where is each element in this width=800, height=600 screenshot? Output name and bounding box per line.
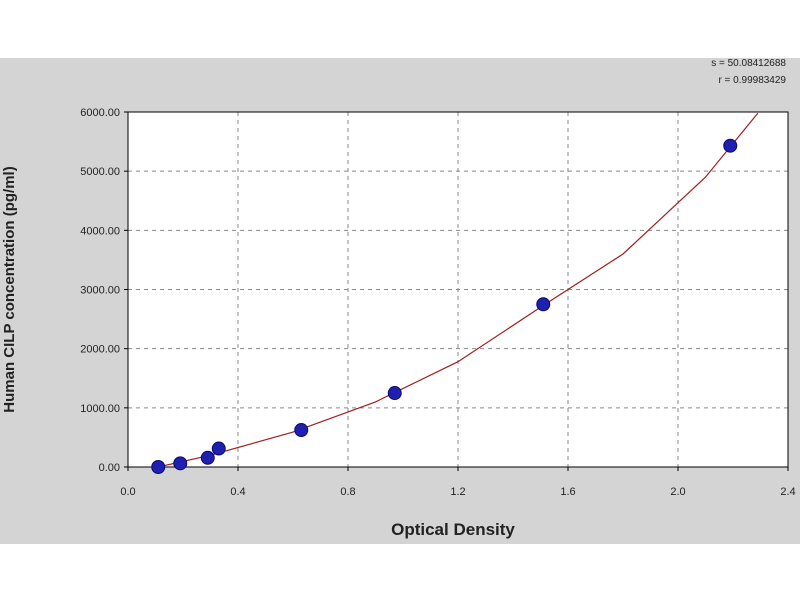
data-point xyxy=(152,461,165,474)
y-tick-label: 5000.00 xyxy=(80,166,120,178)
x-tick-label: 2.4 xyxy=(780,486,795,498)
x-tick-label: 0.4 xyxy=(230,486,245,498)
x-tick-label: 0.0 xyxy=(120,486,135,498)
calibration-chart: 0.0 0.4 0.8 1.2 1.6 2.0 2.4 0.00 1000.00 2000.00 3… xyxy=(0,58,800,544)
data-point xyxy=(212,442,225,455)
data-point xyxy=(174,457,187,470)
chart-figure: s = 50.08412688 r = 0.99983429 0.0 0.4 0.8… xyxy=(0,58,800,544)
y-tick-label: 2000.00 xyxy=(80,344,120,356)
x-tick-label: 0.8 xyxy=(340,486,355,498)
y-tick-label: 1000.00 xyxy=(80,403,120,415)
x-tick-label: 1.2 xyxy=(450,486,465,498)
y-tick-label: 6000.00 xyxy=(80,107,120,119)
data-point xyxy=(388,387,401,400)
x-axis-label: Optical Density xyxy=(391,520,515,539)
x-tick-label: 2.0 xyxy=(670,486,685,498)
data-point xyxy=(201,451,214,464)
x-tick-label: 1.6 xyxy=(560,486,575,498)
data-point xyxy=(724,139,737,152)
data-point xyxy=(295,424,308,437)
data-point xyxy=(537,298,550,311)
y-tick-label: 4000.00 xyxy=(80,225,120,237)
y-tick-label: 3000.00 xyxy=(80,285,120,297)
y-axis-label: Human CILP concentration (pg/ml) xyxy=(1,166,18,412)
y-tick-label: 0.00 xyxy=(99,462,120,474)
